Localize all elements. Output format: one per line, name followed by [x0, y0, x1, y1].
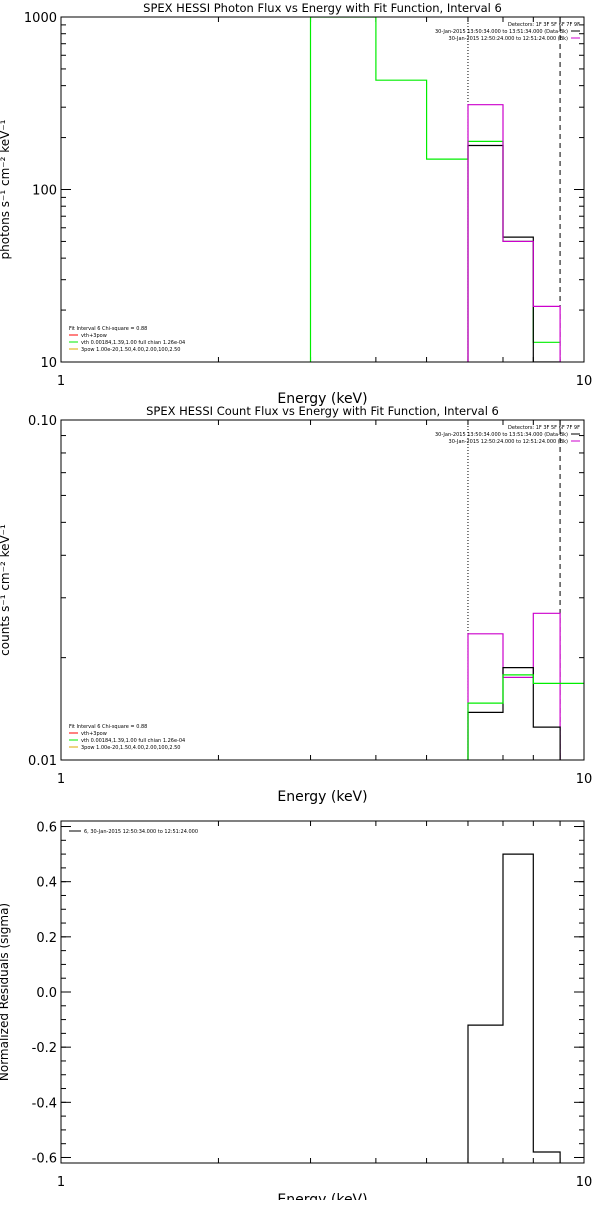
- chart1-fit-legend-label: 3pow 1.00e-20,1.50,4.00,2.00,100,2.50: [81, 745, 181, 751]
- chart0-ytick-label: 100: [32, 184, 57, 199]
- chart2-ytick-label: -0.6: [32, 1151, 57, 1166]
- chart0-ytick-label: 10: [40, 356, 57, 371]
- chart0-detectors: Detectors: 1F 3F 5F 6F 7F 9F: [508, 22, 580, 28]
- chart1-series-0: [467, 612, 561, 760]
- chart0-xtick-label: 10: [576, 374, 593, 389]
- chart0-series-0: [309, 17, 561, 362]
- chart2-xtick-label: 1: [57, 1175, 65, 1190]
- chart0-xtick-label: 1: [57, 374, 65, 389]
- chart0-time-legend-label: 30-Jan-2015 12:50:24.000 to 12:51:24.000…: [449, 36, 569, 42]
- chart2-ytick-label: 0.0: [36, 986, 57, 1001]
- chart2-series-0: [467, 853, 561, 1163]
- chart1-xtick-label: 10: [576, 772, 593, 787]
- chart1-xtick-label: 1: [57, 772, 65, 787]
- chart1-fit-legend-label: vth 0.00184,1.39,1.00 full chian 1.26e-0…: [81, 738, 185, 744]
- chart0-ylabel: photons s⁻¹ cm⁻² keV⁻¹: [0, 119, 12, 259]
- chart0-time-legend-label: 30-Jan-2015 13:50:34.000 to 13:51:34.000…: [435, 29, 568, 35]
- chart2-ylabel: Normalized Residuals (sigma): [0, 903, 11, 1081]
- chart2-ytick-label: 0.2: [36, 931, 57, 946]
- chart1-series-2: [467, 674, 584, 760]
- chart2-frame: [60, 820, 585, 1164]
- chart2-ytick-label: -0.4: [32, 1096, 57, 1111]
- chart1-xlabel: Energy (keV): [277, 789, 367, 805]
- chart0-ytick-label: 1000: [24, 11, 57, 26]
- chart1-title: SPEX HESSI Count Flux vs Energy with Fit…: [146, 404, 499, 418]
- chart1-frame: [60, 419, 585, 761]
- chart0-series-2: [467, 104, 561, 362]
- chart2-ytick-label: 0.6: [36, 821, 57, 836]
- chart0-frame: [60, 16, 585, 363]
- chart0-title: SPEX HESSI Photon Flux vs Energy with Fi…: [143, 1, 502, 15]
- chart1-fit-legend-label: Fit Interval 6 Chi-square = 0.88: [69, 724, 147, 730]
- chart2-ytick-label: 0.4: [36, 876, 57, 891]
- chart1-ytick-label: 0.01: [28, 754, 57, 769]
- chart2-xlabel: Energy (keV): [277, 1192, 367, 1200]
- chart1-time-legend-label: 30-Jan-2015 12:50:24.000 to 12:51:24.000…: [449, 439, 569, 445]
- chart1-series-1: [467, 667, 561, 760]
- chart1-time-legend-label: 30-Jan-2015 13:50:34.000 to 13:51:34.000…: [435, 432, 568, 438]
- chart0-series-1: [467, 144, 561, 362]
- chart0-fit-legend-label: vth+3pow: [81, 333, 107, 339]
- chart0-xlabel: Energy (keV): [277, 391, 367, 407]
- chart1-ytick-label: 0.10: [28, 414, 57, 429]
- chart1-detectors: Detectors: 1F 3F 5F 6F 7F 9F: [508, 425, 580, 431]
- chart1-ylabel: counts s⁻¹ cm⁻² keV⁻¹: [0, 524, 12, 656]
- chart0-fit-legend-label: vth 0.00184,1.39,1.00 full chian 1.26e-0…: [81, 340, 185, 346]
- chart2-xtick-label: 10: [576, 1175, 593, 1190]
- chart2-ytick-label: -0.2: [32, 1041, 57, 1056]
- chart2-time-legend-label: 6, 30-Jan-2015 12:50:34.000 to 12:51:24.…: [84, 829, 198, 835]
- chart0-fit-legend-label: 3pow 1.00e-20,1.50,4.00,2.00,100,2.50: [81, 347, 181, 353]
- chart0-fit-legend-label: Fit Interval 6 Chi-square = 0.88: [69, 326, 147, 332]
- chart1-fit-legend-label: vth+3pow: [81, 731, 107, 737]
